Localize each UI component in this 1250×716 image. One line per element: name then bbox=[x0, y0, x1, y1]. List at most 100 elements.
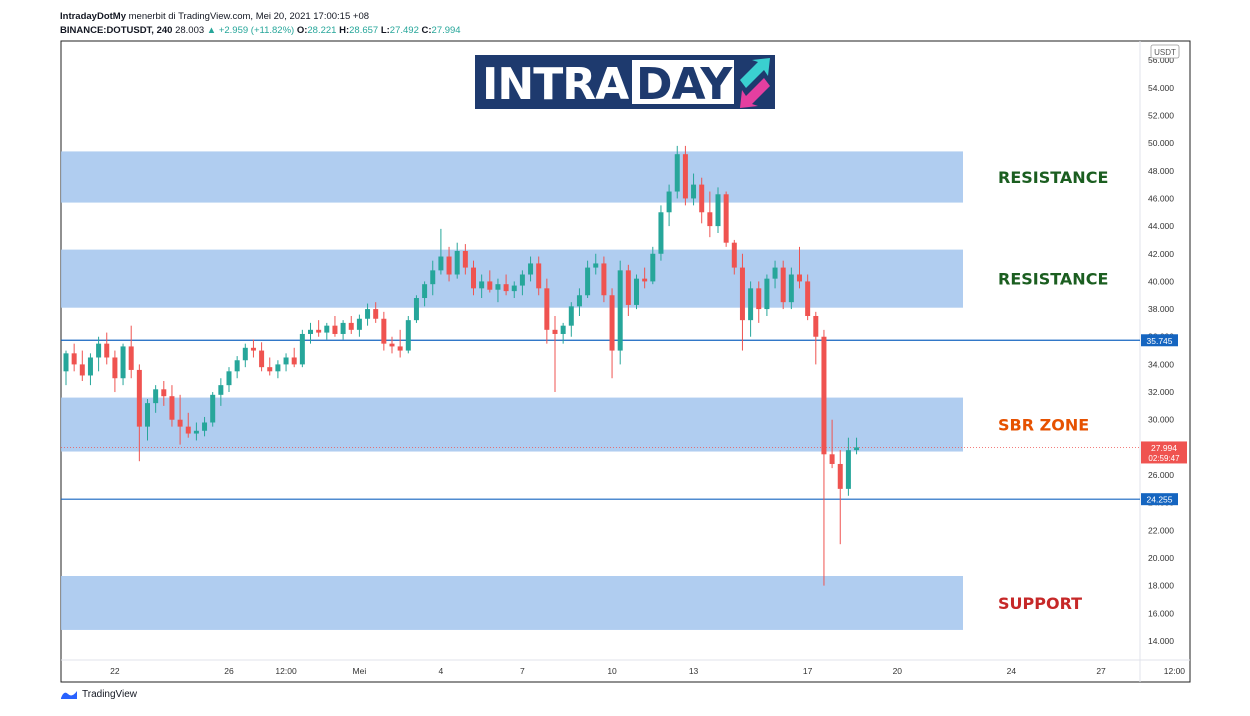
y-tick-label: 22.000 bbox=[1148, 525, 1174, 535]
candle bbox=[413, 295, 419, 323]
candle bbox=[226, 367, 232, 393]
close-value: 27.994 bbox=[431, 25, 461, 36]
x-tick-label: 24 bbox=[1007, 666, 1017, 676]
ohlc-line: BINANCE:DOTUSDT, 240 28.003 ▲ +2.959 (+1… bbox=[60, 24, 461, 38]
candle bbox=[397, 329, 403, 358]
candle bbox=[356, 314, 362, 337]
candle bbox=[601, 256, 607, 303]
candle bbox=[609, 288, 615, 379]
y-tick-label: 38.000 bbox=[1148, 304, 1174, 314]
tradingview-logo-icon bbox=[61, 691, 77, 699]
candle bbox=[764, 274, 770, 316]
candle bbox=[634, 274, 639, 310]
candle bbox=[837, 450, 843, 545]
y-tick-label: 48.000 bbox=[1148, 166, 1174, 176]
candle bbox=[145, 398, 150, 441]
candle bbox=[691, 173, 697, 206]
candle bbox=[503, 274, 509, 296]
candle bbox=[682, 145, 688, 206]
currency-label: USDT bbox=[1154, 48, 1176, 57]
publish-info: menerbit di TradingView.com, Mei 20, 202… bbox=[128, 11, 370, 22]
candle bbox=[438, 228, 444, 275]
logo-day-box bbox=[632, 60, 734, 104]
candle bbox=[161, 380, 167, 406]
candle bbox=[283, 353, 289, 372]
candle bbox=[234, 356, 240, 379]
usdt-label: USDT bbox=[1150, 44, 1180, 59]
hline-price-text-1: 24.255 bbox=[1147, 495, 1173, 505]
candle bbox=[446, 246, 452, 282]
candle bbox=[487, 270, 493, 293]
candle bbox=[536, 256, 542, 296]
low-value: 27.492 bbox=[389, 25, 419, 36]
y-tick-label: 20.000 bbox=[1148, 553, 1174, 563]
candle bbox=[267, 357, 273, 376]
candle bbox=[731, 239, 737, 275]
candle bbox=[389, 336, 395, 354]
y-tick-label: 30.000 bbox=[1148, 415, 1174, 425]
candle bbox=[365, 303, 371, 326]
candle bbox=[854, 437, 860, 455]
candle bbox=[128, 325, 134, 379]
candle bbox=[528, 256, 534, 282]
candle bbox=[723, 191, 729, 247]
publish-line: IntradayDotMy menerbit di TradingView.co… bbox=[60, 10, 461, 24]
y-tick-label: 34.000 bbox=[1148, 359, 1174, 369]
candle bbox=[177, 394, 183, 445]
candle bbox=[519, 270, 525, 296]
candle bbox=[593, 253, 599, 275]
candle bbox=[348, 315, 354, 334]
candle bbox=[821, 329, 827, 586]
x-tick-label: Mei bbox=[353, 666, 367, 676]
candle bbox=[666, 184, 672, 227]
candle bbox=[642, 267, 648, 289]
hline-price-tag-1 bbox=[1141, 493, 1178, 506]
y-tick-label: 26.000 bbox=[1148, 470, 1174, 480]
y-tick-label: 32.000 bbox=[1148, 387, 1174, 397]
zone-resistance-0 bbox=[61, 151, 963, 203]
candle bbox=[381, 311, 387, 351]
candle bbox=[585, 260, 591, 299]
candle bbox=[332, 315, 338, 337]
symbol-label[interactable]: BINANCE:DOTUSDT, 240 bbox=[60, 25, 173, 36]
candle bbox=[112, 350, 118, 393]
candle bbox=[218, 378, 224, 406]
open-label: O: bbox=[296, 25, 308, 36]
candle bbox=[699, 177, 705, 224]
candle bbox=[560, 322, 566, 344]
last-price-text: 27.994 bbox=[1151, 443, 1177, 453]
footer-brand[interactable]: TradingView bbox=[82, 688, 138, 700]
y-tick-label: 56.000 bbox=[1148, 55, 1174, 65]
candle bbox=[193, 422, 199, 441]
logo-arrows-icon bbox=[740, 58, 770, 108]
x-tick-label: 12:00 bbox=[1164, 666, 1186, 676]
y-tick-label: 52.000 bbox=[1148, 110, 1174, 120]
x-tick-label: 12:00 bbox=[275, 666, 297, 676]
candle bbox=[715, 187, 721, 234]
high-label: H: bbox=[339, 25, 350, 36]
candle bbox=[120, 343, 126, 386]
low-label: L: bbox=[380, 25, 390, 36]
candle bbox=[259, 342, 265, 372]
x-tick-label: 26 bbox=[224, 666, 234, 676]
chart-header: IntradayDotMy menerbit di TradingView.co… bbox=[60, 10, 461, 38]
candle bbox=[471, 260, 476, 296]
candle bbox=[617, 260, 623, 365]
candle bbox=[625, 264, 631, 316]
author-name[interactable]: IntradayDotMy bbox=[60, 11, 126, 22]
x-tick-label: 4 bbox=[439, 666, 444, 676]
x-tick-label: 7 bbox=[520, 666, 525, 676]
candle bbox=[495, 278, 501, 303]
candle bbox=[739, 253, 745, 351]
open-value: 28.221 bbox=[307, 25, 337, 36]
footer: TradingView bbox=[60, 688, 137, 700]
hline-price-tag-0 bbox=[1141, 334, 1178, 347]
candle bbox=[316, 320, 322, 337]
candle bbox=[748, 281, 754, 337]
candle bbox=[291, 347, 297, 368]
candle bbox=[136, 364, 142, 462]
candle bbox=[79, 350, 85, 381]
candle bbox=[797, 246, 802, 289]
candle bbox=[71, 343, 77, 372]
